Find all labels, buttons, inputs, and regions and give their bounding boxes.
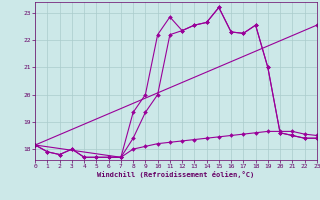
X-axis label: Windchill (Refroidissement éolien,°C): Windchill (Refroidissement éolien,°C) [97, 171, 255, 178]
